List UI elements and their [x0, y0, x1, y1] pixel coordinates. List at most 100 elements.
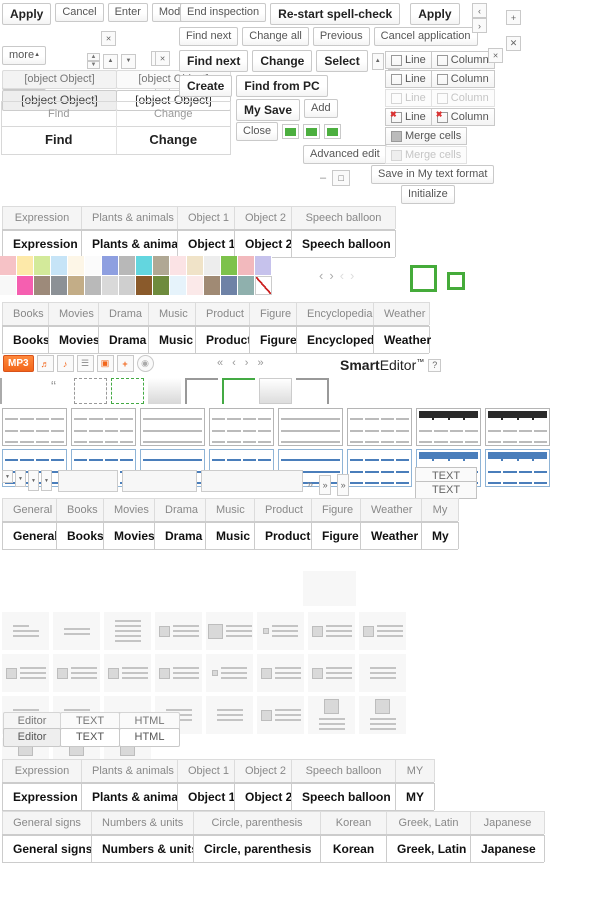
find-tab-bold[interactable]: Find: [2, 125, 117, 154]
table-template[interactable]: [278, 449, 343, 487]
tab-music[interactable]: Music: [148, 302, 196, 325]
layout-template-lines-dark[interactable]: [206, 696, 253, 734]
tab-html-r2[interactable]: HTML: [119, 728, 180, 748]
table-template[interactable]: [209, 408, 274, 446]
previous-button[interactable]: Previous: [312, 27, 370, 47]
color-swatch-9[interactable]: [153, 256, 170, 275]
color-swatch-12[interactable]: [204, 256, 221, 275]
layout-template-box-framed-lines[interactable]: [104, 654, 151, 692]
pager-last-icon-a[interactable]: »: [307, 479, 314, 491]
quote-frame[interactable]: “: [51, 378, 56, 395]
tab-encyclopedia-sel[interactable]: Encyclopedia: [296, 326, 384, 353]
plus-icon[interactable]: +: [116, 355, 134, 372]
tab-circle-parenthesis-sel[interactable]: Circle, parenthesis: [193, 835, 321, 862]
tab-my-c[interactable]: My: [421, 498, 459, 521]
tab-expression-sel[interactable]: Expression: [2, 230, 82, 257]
save-my-text-format-button[interactable]: Save in My text format: [371, 165, 495, 185]
dashed-frame[interactable]: [74, 378, 107, 404]
tab-speech-balloon-d-sel[interactable]: Speech balloon: [291, 783, 396, 810]
color-swatch-6[interactable]: [102, 256, 119, 275]
quote-frame-samples[interactable]: “: [0, 378, 400, 406]
apply-button[interactable]: Apply: [2, 3, 52, 26]
table-template[interactable]: [416, 408, 481, 446]
pager-last-icon[interactable]: »: [257, 357, 264, 369]
table-template[interactable]: [71, 408, 136, 446]
pager-next-icon[interactable]: ›: [244, 357, 249, 369]
stop-square-icon[interactable]: □: [332, 170, 351, 186]
tab-movies-c-sel[interactable]: Movies: [103, 522, 155, 549]
tab-figure-c-sel[interactable]: Figure: [311, 522, 361, 549]
color-swatch-11[interactable]: [187, 256, 204, 275]
cancel-button[interactable]: Cancel: [55, 3, 104, 23]
pattern-swatch-13[interactable]: [221, 276, 238, 295]
layout-template-featured[interactable]: [303, 571, 356, 606]
create-button[interactable]: Create: [179, 75, 233, 98]
tab-japanese[interactable]: Japanese: [470, 811, 545, 834]
shadow-frame[interactable]: [259, 378, 292, 404]
tab-books-c[interactable]: Books: [56, 498, 104, 521]
tab-plants-animals-sel[interactable]: Plants & animals: [81, 230, 188, 257]
tab-my-d-sel[interactable]: MY: [395, 783, 435, 810]
close-button[interactable]: Close: [236, 122, 279, 142]
change-all-button[interactable]: Change all: [242, 27, 309, 47]
layout-template-img-top-lines-2[interactable]: [359, 696, 406, 734]
close-icon-2[interactable]: ✕: [155, 51, 170, 66]
align-center-icon[interactable]: [303, 124, 321, 140]
layout-template-grid[interactable]: [2, 612, 432, 776]
layout-template-lines-many[interactable]: [104, 612, 151, 650]
delete-line-button[interactable]: ✖ Line: [385, 108, 432, 126]
add-button[interactable]: Add: [304, 99, 338, 119]
pattern-swatch-12[interactable]: [204, 276, 221, 295]
tab-product-c-sel[interactable]: Product: [254, 522, 312, 549]
find-next-button-light[interactable]: Find next: [179, 27, 239, 47]
tab-movies-c[interactable]: Movies: [103, 498, 155, 521]
align-right-icon[interactable]: [324, 124, 342, 140]
tab-weather-c-sel[interactable]: Weather: [360, 522, 422, 549]
color-swatch-8[interactable]: [136, 256, 153, 275]
layout-template-dot-line[interactable]: [206, 654, 253, 692]
spinner-updown[interactable]: ▲ ▼: [87, 53, 100, 69]
color-swatch-3[interactable]: [51, 256, 68, 275]
restart-spellcheck-button[interactable]: Re-start spell-check: [270, 3, 401, 26]
tab-encyclopedia[interactable]: Encyclopedia: [296, 302, 374, 325]
align-left-icon[interactable]: [282, 124, 300, 140]
split-line-button[interactable]: Line: [385, 70, 432, 88]
layout-template-box-lg-left-lines[interactable]: [206, 612, 253, 650]
color-swatch-row-1[interactable]: [0, 256, 286, 275]
spinner-group[interactable]: ▲ ▼ ▲ ▼: [87, 53, 136, 69]
pattern-swatch-11[interactable]: [187, 276, 204, 295]
find-from-pc-button[interactable]: Find from PC: [236, 75, 328, 98]
tab-speech-balloon-d[interactable]: Speech balloon: [291, 759, 396, 782]
pattern-swatch-10[interactable]: [170, 276, 187, 295]
help-icon[interactable]: ?: [428, 358, 442, 372]
tab-greek-latin[interactable]: Greek, Latin: [386, 811, 471, 834]
select-button[interactable]: Select: [316, 50, 368, 73]
tab-general[interactable]: General: [2, 498, 57, 521]
tab-greek-latin-sel[interactable]: Greek, Latin: [386, 835, 471, 862]
find-next-button[interactable]: Find next: [179, 50, 249, 73]
chevron-down-icon-2[interactable]: ▼: [15, 470, 26, 487]
preview-box-1[interactable]: [58, 470, 118, 492]
pager-first-icon[interactable]: «: [217, 357, 224, 369]
tab-plants-animals[interactable]: Plants & animals: [81, 206, 178, 229]
gradient-frame[interactable]: [148, 378, 181, 404]
tab-product-c[interactable]: Product: [254, 498, 312, 521]
layout-template-box-left-lines-3[interactable]: [53, 654, 100, 692]
table-template[interactable]: [485, 408, 550, 446]
headphone-icon[interactable]: ♬: [36, 355, 54, 372]
table-template[interactable]: [347, 449, 412, 487]
color-swatch-2[interactable]: [34, 256, 51, 275]
tab-books[interactable]: Books: [2, 302, 49, 325]
tab-weather-sel[interactable]: Weather: [373, 326, 431, 353]
tab-text-r2[interactable]: TEXT: [60, 728, 120, 748]
layout-template-box-line-framed-2[interactable]: [308, 654, 355, 692]
color-swatch-5[interactable]: [85, 256, 102, 275]
green-selection-box-small[interactable]: [447, 272, 465, 290]
color-swatch-14[interactable]: [238, 256, 255, 275]
more-button-up[interactable]: more ▲: [2, 46, 46, 66]
layout-template-box-outline-lines[interactable]: [2, 654, 49, 692]
nav-prev-button[interactable]: ‹: [472, 3, 487, 18]
corner-green-frame[interactable]: [222, 378, 255, 404]
tab-speech-balloon[interactable]: Speech balloon: [291, 206, 396, 229]
tab-editor-r2[interactable]: Editor: [3, 728, 61, 748]
